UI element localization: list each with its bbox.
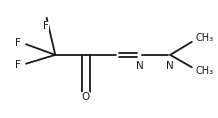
Text: N: N (166, 61, 174, 71)
Text: O: O (82, 92, 90, 102)
Text: CH₃: CH₃ (195, 33, 213, 43)
Text: N: N (136, 61, 144, 71)
Text: F: F (15, 60, 20, 70)
Text: F: F (15, 38, 20, 48)
Text: F: F (43, 21, 48, 31)
Text: CH₃: CH₃ (195, 66, 213, 76)
